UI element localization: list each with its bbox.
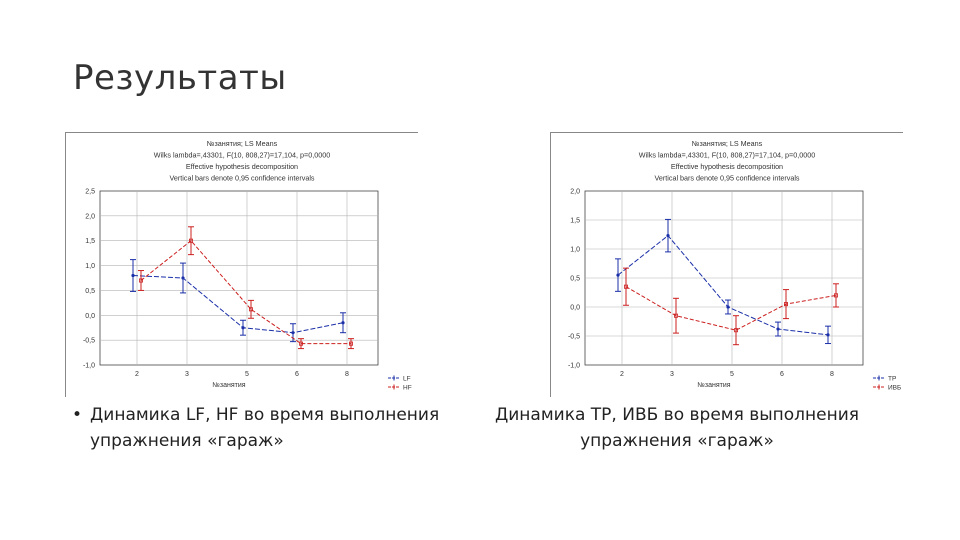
legend-label: LF — [403, 376, 411, 383]
chart-header-line: №занятия; LS Means — [692, 139, 763, 148]
chart-header-line: Vertical bars denote 0,95 confidence int… — [654, 174, 799, 183]
data-point — [298, 341, 303, 346]
x-tick-label: 5 — [730, 371, 734, 378]
data-point — [674, 313, 679, 318]
y-tick-label: 1,0 — [570, 247, 580, 254]
chart-header-line: Wilks lambda=,43301, F(10, 808,27)=17,10… — [154, 151, 330, 160]
data-point — [616, 273, 620, 277]
data-point — [189, 238, 194, 243]
caption-left: • Динамика LF, HF во время выполнения уп… — [72, 402, 462, 454]
chart-header-line: Effective hypothesis decomposition — [186, 162, 298, 171]
caption-left-text: Динамика LF, HF во время выполнения упра… — [90, 405, 440, 451]
x-tick-label: 6 — [295, 371, 299, 378]
data-point — [139, 278, 144, 283]
bullet: • — [72, 405, 83, 425]
y-tick-label: 1,0 — [85, 263, 95, 270]
data-point — [776, 327, 780, 331]
data-point — [348, 341, 353, 346]
data-point — [131, 273, 135, 278]
x-tick-label: 5 — [245, 371, 249, 378]
y-tick-label: 0,5 — [570, 276, 580, 283]
y-tick-label: -1,0 — [568, 363, 580, 370]
y-tick-label: -0,5 — [83, 338, 95, 345]
caption-right: Динамика ТР, ИВБ во время выполнения упр… — [494, 405, 860, 451]
chart-header-line: №занятия; LS Means — [207, 139, 278, 148]
x-tick-label: 3 — [185, 371, 189, 378]
chart-tr-ivb-svg: №занятия; LS Means Wilks lambda=,43301, F… — [568, 139, 901, 392]
legend-label: HF — [403, 385, 412, 392]
x-tick-label: 3 — [670, 371, 674, 378]
data-point — [624, 284, 629, 289]
x-tick-label: 8 — [830, 371, 834, 378]
chart-header-line: Wilks lambda=,43301, F(10, 808,27)=17,10… — [639, 151, 815, 160]
series-line-LF — [132, 275, 344, 334]
chart-header-line: Effective hypothesis decomposition — [671, 162, 783, 171]
slide-title: Результаты — [73, 58, 287, 98]
plot-frame — [99, 190, 379, 366]
y-tick-label: 0,5 — [85, 288, 95, 295]
data-point — [833, 293, 838, 298]
legend-label: ТР — [888, 376, 896, 383]
legend-label: ИВБ — [888, 385, 901, 392]
data-point — [666, 234, 670, 238]
chart-header-line: Vertical bars denote 0,95 confidence int… — [169, 174, 314, 183]
y-tick-label: 0,0 — [85, 313, 95, 320]
x-axis-label: №занятия — [212, 382, 245, 389]
y-tick-label: 2,0 — [85, 213, 95, 220]
y-tick-label: 2,5 — [85, 189, 95, 196]
data-point — [726, 305, 730, 309]
x-tick-label: 2 — [135, 371, 139, 378]
y-tick-label: 1,5 — [570, 218, 580, 225]
data-point — [291, 331, 295, 335]
data-point — [826, 333, 830, 337]
x-tick-label: 8 — [345, 371, 349, 378]
y-tick-label: -0,5 — [568, 334, 580, 341]
chart-lf-hf: №занятия; LS Means Wilks lambda=,43301, F… — [65, 132, 418, 397]
chart-tr-ivb: №занятия; LS Means Wilks lambda=,43301, F… — [550, 132, 903, 397]
data-point — [783, 302, 788, 307]
data-point — [733, 328, 738, 333]
data-point — [241, 326, 245, 330]
x-tick-label: 2 — [620, 371, 624, 378]
y-tick-label: 2,0 — [570, 189, 580, 196]
data-point — [341, 321, 345, 325]
y-tick-label: -1,0 — [83, 363, 95, 370]
chart-lf-hf-svg: №занятия; LS Means Wilks lambda=,43301, F… — [83, 139, 412, 392]
y-tick-label: 1,5 — [85, 238, 95, 245]
series-line-ТР — [617, 234, 829, 336]
series-line-ИВБ — [625, 286, 837, 331]
series-line-HF — [140, 240, 351, 345]
x-axis-label: №занятия — [697, 382, 730, 389]
y-tick-label: 0,0 — [570, 305, 580, 312]
data-point — [181, 276, 185, 280]
x-tick-label: 6 — [780, 371, 784, 378]
data-point — [248, 307, 253, 312]
